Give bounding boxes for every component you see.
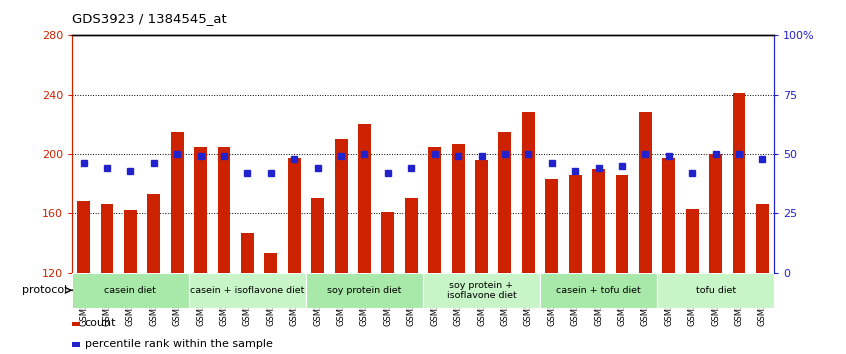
Bar bbox=[569, 175, 581, 273]
Bar bbox=[306, 273, 423, 308]
Bar bbox=[124, 210, 137, 273]
Bar bbox=[358, 124, 371, 273]
Bar bbox=[733, 93, 745, 273]
Bar bbox=[639, 113, 651, 273]
Bar bbox=[452, 144, 464, 273]
Bar bbox=[592, 169, 605, 273]
Text: percentile rank within the sample: percentile rank within the sample bbox=[85, 339, 272, 349]
Text: GDS3923 / 1384545_at: GDS3923 / 1384545_at bbox=[72, 12, 227, 25]
Bar bbox=[217, 147, 230, 273]
Bar bbox=[428, 147, 441, 273]
Bar bbox=[522, 113, 535, 273]
Text: casein + isoflavone diet: casein + isoflavone diet bbox=[190, 286, 305, 295]
Bar bbox=[382, 212, 394, 273]
Bar bbox=[546, 179, 558, 273]
Bar bbox=[662, 159, 675, 273]
Bar bbox=[77, 201, 90, 273]
Bar bbox=[265, 253, 277, 273]
Bar bbox=[657, 273, 774, 308]
Bar bbox=[288, 159, 300, 273]
Bar bbox=[540, 273, 657, 308]
Bar bbox=[72, 321, 80, 326]
Bar bbox=[423, 273, 540, 308]
Bar bbox=[311, 199, 324, 273]
Text: protocol: protocol bbox=[23, 285, 68, 295]
Text: soy protein diet: soy protein diet bbox=[327, 286, 402, 295]
Bar bbox=[101, 204, 113, 273]
Text: tofu diet: tofu diet bbox=[695, 286, 736, 295]
Text: casein + tofu diet: casein + tofu diet bbox=[556, 286, 641, 295]
Bar bbox=[686, 209, 699, 273]
Bar bbox=[147, 194, 160, 273]
Bar bbox=[709, 154, 722, 273]
Bar bbox=[616, 175, 629, 273]
Bar bbox=[475, 160, 488, 273]
Bar bbox=[756, 204, 769, 273]
Bar bbox=[241, 233, 254, 273]
Bar bbox=[498, 132, 511, 273]
Bar bbox=[189, 273, 306, 308]
Bar bbox=[335, 139, 348, 273]
Text: soy protein +
isoflavone diet: soy protein + isoflavone diet bbox=[447, 281, 516, 300]
Bar bbox=[171, 132, 184, 273]
Text: count: count bbox=[85, 318, 116, 328]
Bar bbox=[195, 147, 207, 273]
Bar bbox=[405, 199, 418, 273]
Bar bbox=[72, 273, 189, 308]
Text: casein diet: casein diet bbox=[105, 286, 157, 295]
Bar bbox=[72, 342, 80, 347]
